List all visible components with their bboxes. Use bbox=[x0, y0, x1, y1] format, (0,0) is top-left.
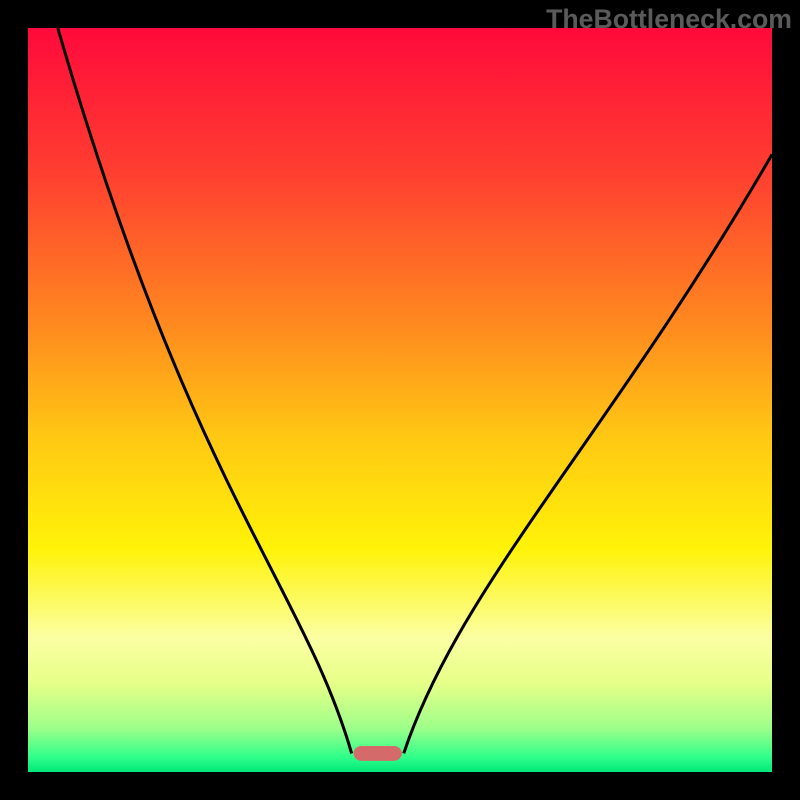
watermark-text: TheBottleneck.com bbox=[546, 4, 792, 35]
bottleneck-curve-chart bbox=[0, 0, 800, 800]
chart-container: TheBottleneck.com bbox=[0, 0, 800, 800]
plot-background-gradient bbox=[28, 28, 772, 772]
optimal-marker bbox=[354, 746, 402, 761]
